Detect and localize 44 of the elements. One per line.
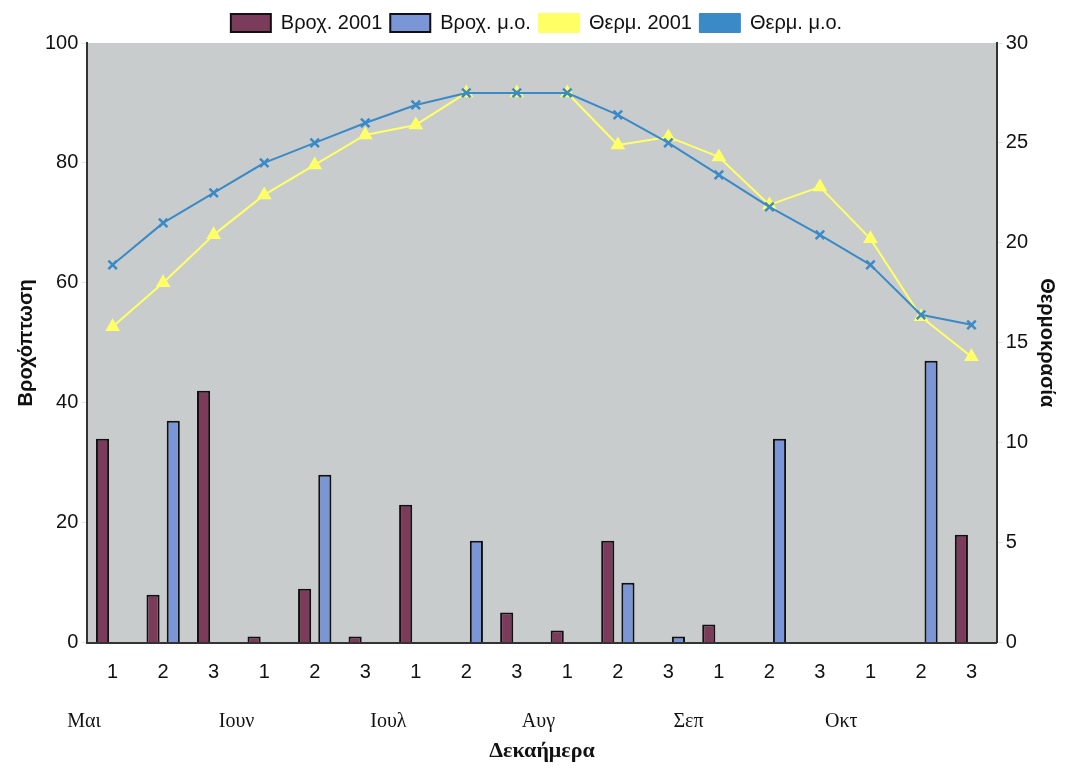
legend-label: Βροχ. 2001 <box>280 10 383 33</box>
text: Αυγ <box>521 709 556 733</box>
x-tick-label: 1 <box>561 660 573 683</box>
y2-axis-title: Θερμοκρασία <box>1037 278 1060 409</box>
x-tick-label: 1 <box>410 660 422 683</box>
x-tick-label: 1 <box>864 660 877 683</box>
x-tick-label: 2 <box>763 660 775 683</box>
x-tick-label: 2 <box>460 660 472 683</box>
text: Σεπ <box>673 709 704 732</box>
x-tick-label: 3 <box>208 660 220 683</box>
y2-tick-label: 15 <box>1005 330 1028 353</box>
y-tick-label: 60 <box>56 270 79 293</box>
text: Μαι <box>67 709 102 732</box>
y-tick-label: 20 <box>56 510 79 533</box>
y2-tick-label: 20 <box>1005 230 1028 253</box>
legend-label: Θερμ. 2001 <box>588 10 692 33</box>
x-axis-title: Δεκαήμερα <box>489 737 596 763</box>
y2-tick-label: 10 <box>1005 430 1028 453</box>
text: Οκτ <box>824 709 858 732</box>
x-tick-label: 2 <box>157 660 169 683</box>
y2-tick-label: 0 <box>1005 630 1017 653</box>
x-tick-label: 2 <box>915 660 927 683</box>
y-tick-label: 80 <box>56 150 79 173</box>
x-tick-label: 3 <box>814 660 826 683</box>
x-tick-label: 3 <box>662 660 674 683</box>
y-axis-title: Βροχόπτωση <box>13 279 36 407</box>
text: Ιουν <box>218 709 255 732</box>
x-tick-label: 2 <box>309 660 321 683</box>
y-tick-label: 100 <box>44 30 79 53</box>
x-tick-label: 3 <box>965 660 978 683</box>
x-tick-label: 3 <box>511 660 523 683</box>
x-tick-label: 2 <box>612 660 624 683</box>
y-tick-label: 0 <box>67 630 79 653</box>
x-tick-label: 3 <box>359 660 371 683</box>
x-tick-label: 1 <box>258 660 270 683</box>
y2-tick-label: 5 <box>1005 530 1017 553</box>
y2-tick-label: 30 <box>1005 30 1028 53</box>
text: Ιουλ <box>370 709 407 732</box>
y-tick-label: 40 <box>56 390 79 413</box>
legend-label: Βροχ. μ.ο. <box>440 10 531 33</box>
x-tick-label: 1 <box>713 660 725 683</box>
legend-label: Θερμ. μ.ο. <box>749 10 843 33</box>
y2-tick-label: 25 <box>1005 130 1028 153</box>
x-tick-label: 1 <box>107 660 119 683</box>
